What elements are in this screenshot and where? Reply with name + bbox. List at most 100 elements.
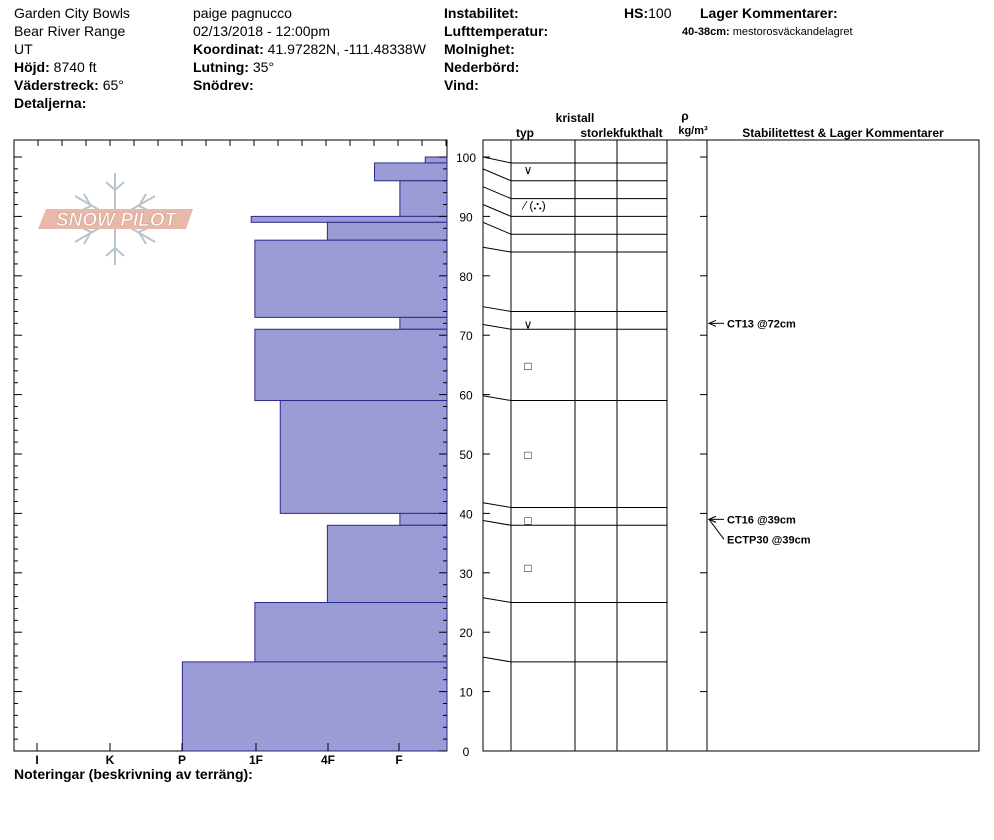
notes-row: Noteringar (beskrivning av terräng): — [14, 765, 253, 783]
depth-tick-label: 0 — [463, 745, 470, 759]
cloud-label: Molnighet: — [444, 41, 515, 57]
instability-row: Instabilitet: — [444, 4, 519, 22]
logo-text: SNOW PILOT — [56, 210, 178, 231]
depth-tick-label: 70 — [459, 329, 473, 343]
state: UT — [14, 41, 33, 57]
slope-label: Lutning: — [193, 59, 249, 75]
hardness-bar — [374, 162, 448, 182]
drift-label: Snödrev: — [193, 77, 254, 93]
hardness-tick-label: 4F — [321, 753, 335, 767]
layer-connector — [482, 156, 512, 164]
layer-comments-label: Lager Kommentarer: — [700, 5, 838, 21]
layer-comment-depth: 40-38cm: — [682, 26, 730, 38]
grain-symbol: □ — [524, 359, 531, 373]
precip-label: Nederbörd: — [444, 59, 520, 75]
layer-connector — [482, 520, 512, 526]
layer-connector — [482, 168, 512, 182]
test-arrowhead — [707, 319, 717, 327]
layer-connector — [482, 204, 512, 217]
hardness-axis: I K P 1F 4F F — [35, 140, 447, 767]
stability-test-label: ECTP30 @39cm — [727, 534, 811, 546]
hardness-bar — [181, 661, 448, 752]
layer-connector — [482, 502, 512, 508]
hardness-bars — [181, 156, 448, 752]
depth-tick-label: 10 — [459, 686, 473, 700]
depth-tick-label: 30 — [459, 567, 473, 581]
drift-row: Snödrev: — [193, 76, 254, 94]
grain-symbols: ∨ ⁄ (⛬) ∨ □ □ □ □ — [521, 163, 546, 575]
slope-row: Lutning: 35° — [193, 58, 274, 76]
cloud-row: Molnighet: — [444, 40, 515, 58]
elevation-value: 8740 ft — [53, 59, 97, 75]
test-arrowhead — [707, 515, 717, 523]
datetime: 02/13/2018 - 12:00pm — [193, 23, 330, 39]
grain-symbol: □ — [524, 448, 531, 462]
type-header: typ — [516, 126, 534, 140]
grain-symbol: ∨ — [524, 163, 533, 177]
layer-lines — [482, 156, 667, 663]
hardness-bar — [254, 239, 448, 318]
wind-label: Vind: — [444, 77, 479, 93]
stability-header: Stabilitettest & Lager Kommentarer — [742, 126, 944, 140]
hardness-tick-label: I — [35, 753, 38, 767]
location: Garden City Bowls — [14, 5, 130, 21]
depth-axis: 0 10 20 30 40 50 60 70 80 90 100 — [14, 151, 707, 759]
moisture-header: fukthalt — [619, 126, 662, 140]
layer-connector — [482, 306, 512, 312]
notes-label: Noteringar (beskrivning av terräng): — [14, 766, 253, 782]
hardness-bar — [399, 180, 448, 217]
hardness-tick-label: 1F — [249, 753, 263, 767]
hs-row: HS:100 — [624, 4, 671, 22]
hs-label: HS: — [624, 5, 649, 21]
density-unit-header: kg/m³ — [678, 125, 708, 137]
depth-tick-label: 40 — [459, 507, 473, 521]
layer-connector — [482, 186, 512, 200]
test-arrow — [708, 519, 725, 540]
grain-table-frame — [482, 139, 980, 752]
hardness-tick-label: F — [395, 753, 402, 767]
layer-comment-row: 40-38cm: mestorosväckandelagret — [682, 23, 853, 41]
depth-tick-label: 60 — [459, 389, 473, 403]
hardness-bar — [326, 221, 448, 241]
depth-tick-label: 80 — [459, 270, 473, 284]
range: Bear River Range — [14, 23, 126, 39]
layer-connector — [482, 246, 512, 253]
wind-row: Vind: — [444, 76, 479, 94]
observer: paige pagnucco — [193, 5, 292, 21]
depth-tick-label: 50 — [459, 448, 473, 462]
layer-connector — [482, 324, 512, 330]
layer-connector — [482, 597, 512, 603]
hardness-bar — [326, 524, 448, 604]
elevation-row: Höjd: 8740 ft — [14, 58, 96, 76]
coord-label: Koordinat: — [193, 41, 264, 57]
hardness-tick-label: K — [106, 753, 115, 767]
depth-tick-label: 90 — [459, 210, 473, 224]
grain-table: kristall typ storlek fukthalt ρ kg/m³ St… — [482, 109, 980, 752]
rho-header: ρ — [681, 109, 688, 123]
grain-symbol: □ — [524, 561, 531, 575]
stability-test-label: CT13 @72cm — [727, 318, 796, 330]
layer-connector — [482, 395, 512, 402]
hardness-bar — [399, 316, 448, 330]
details-label: Detaljerna: — [14, 95, 87, 111]
airtemp-label: Lufttemperatur: — [444, 23, 549, 39]
hardness-bar — [424, 156, 448, 164]
coord-value: 41.97282N, -111.48338W — [267, 41, 426, 57]
hardness-bar — [254, 328, 448, 402]
airtemp-row: Lufttemperatur: — [444, 22, 548, 40]
depth-tick-label: 100 — [456, 151, 476, 165]
hardness-bar — [254, 602, 448, 663]
logo-band — [38, 209, 193, 229]
crystal-header: kristall — [556, 111, 595, 125]
layer-comment-text: mestorosväckandelagret — [732, 26, 853, 38]
size-header: storlek — [580, 126, 620, 140]
depth-tick-label: 20 — [459, 626, 473, 640]
stability-test-label: CT16 @39cm — [727, 514, 796, 526]
instability-label: Instabilitet: — [444, 5, 519, 21]
grain-symbol: □ — [524, 513, 531, 527]
hardness-bar — [250, 215, 448, 223]
layer-connector — [482, 221, 512, 235]
aspect-label: Väderstreck: — [14, 77, 99, 93]
layer-connector — [482, 656, 512, 663]
aspect-value: 65° — [102, 77, 124, 93]
